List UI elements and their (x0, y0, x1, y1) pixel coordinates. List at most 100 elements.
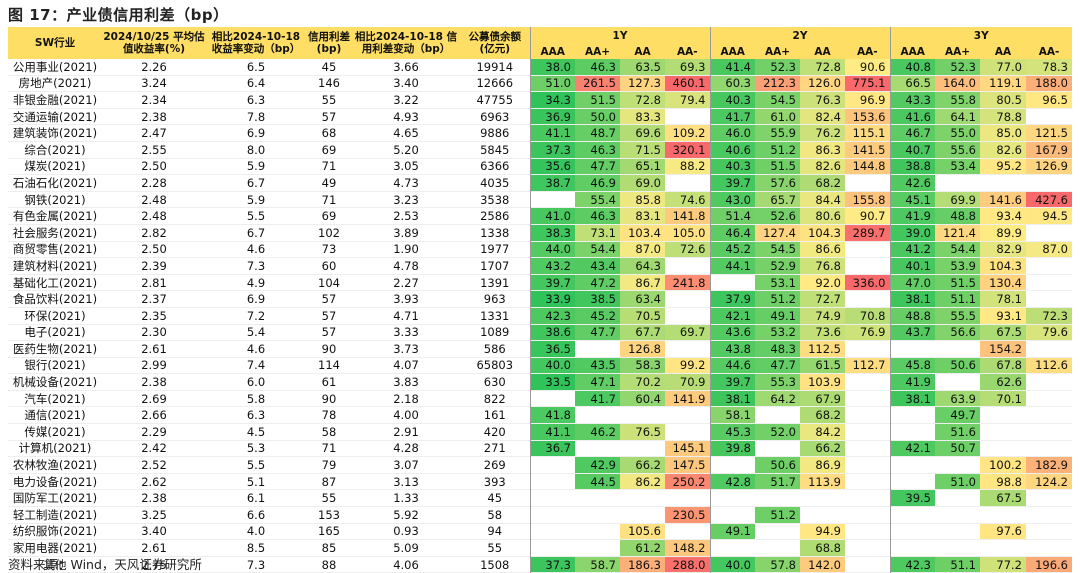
header-yield: 2024/10/25 平均估值收益率(%) (102, 27, 206, 59)
spread-y2-rating-cell (755, 489, 800, 507)
spread-y3-rating-cell: 98.8 (980, 473, 1026, 490)
table-row: 汽车(2021) 2.69 5.8 90 2.18 822 41.7 60.4 141.9 38.… (8, 390, 1072, 407)
industry-cell: 煤炭(2021) (8, 158, 102, 175)
table-body: 公用事业(2021) 2.26 6.5 45 3.66 19914 38.0 46.3 63.5… (8, 59, 1072, 573)
yield-cell: 2.62 (102, 473, 206, 490)
spread-y1-rating-cell: 55.4 (575, 191, 620, 208)
spread-y3-rating-cell (1026, 440, 1072, 457)
spread-change-cell: 4.71 (352, 307, 460, 324)
spread-y2-rating-cell: 72.8 (800, 59, 845, 76)
spread-y2-rating-cell: 40.0 (709, 556, 755, 573)
yield-cell: 2.48 (102, 207, 206, 225)
spread-y3-rating-cell: 46.7 (889, 124, 935, 142)
yield-change-cell: 6.1 (206, 489, 306, 507)
yield-cell: 3.40 (102, 523, 206, 540)
header-rating: AAA (709, 44, 755, 59)
spread-y1-rating-cell: 41.1 (529, 423, 575, 441)
yield-cell: 2.69 (102, 390, 206, 407)
spread-y3-rating-cell: 104.3 (980, 257, 1026, 275)
spread-y2-rating-cell: 40.6 (709, 141, 755, 159)
balance-cell: 271 (460, 440, 530, 457)
table-row: 社会服务(2021) 2.82 6.7 102 3.89 1338 38.3 73.1 103.… (8, 224, 1072, 242)
spread-y1-rating-cell (529, 473, 575, 490)
spread-y1-rating-cell: 67.7 (620, 324, 665, 341)
spread-y3-rating-cell: 53.9 (935, 257, 980, 275)
industry-cell: 纺织服饰(2021) (8, 523, 102, 540)
spread-change-cell: 4.00 (352, 406, 460, 424)
spread-y1-rating-cell: 47.7 (575, 158, 620, 175)
yield-change-cell: 6.6 (206, 506, 306, 524)
spread-y2-rating-cell: 74.9 (800, 307, 845, 324)
source-note: 资料来源：Wind，天风证券研究所 (8, 557, 202, 572)
spread-y3-rating-cell (1026, 174, 1072, 192)
spread-y1-rating-cell: 41.1 (529, 124, 575, 142)
spread-y3-rating-cell: 130.4 (980, 274, 1026, 291)
spread-y2-rating-cell: 50.6 (755, 456, 800, 474)
spread-y1-rating-cell: 38.6 (529, 324, 575, 341)
spread-y1-rating-cell: 70.5 (620, 307, 665, 324)
spread-cell: 61 (306, 373, 352, 391)
spread-y1-rating-cell: 250.2 (665, 473, 710, 490)
industry-cell: 综合(2021) (8, 141, 102, 159)
spread-y2-rating-cell: 60.3 (709, 75, 755, 92)
spread-y2-rating-cell: 104.3 (800, 224, 845, 242)
table-row: 银行(2021) 2.99 7.4 114 4.07 65803 40.0 43.5 58.3 9… (8, 357, 1072, 374)
spread-y3-rating-cell: 112.6 (1026, 357, 1072, 374)
spread-y2-rating-cell: 103.9 (800, 373, 845, 391)
spread-y2-rating-cell: 45.2 (709, 241, 755, 258)
yield-change-cell: 5.9 (206, 191, 306, 208)
spread-y3-rating-cell (935, 539, 980, 557)
spread-y1-rating-cell: 147.5 (665, 456, 710, 474)
spread-cell: 165 (306, 523, 352, 540)
yield-change-cell: 5.3 (206, 440, 306, 457)
spread-y2-rating-cell (845, 539, 890, 557)
yield-cell: 2.38 (102, 108, 206, 125)
spread-y1-rating-cell: 47.2 (575, 274, 620, 291)
spread-y3-rating-cell: 79.6 (1026, 324, 1072, 341)
spread-y2-rating-cell: 61.0 (755, 108, 800, 125)
spread-y3-rating-cell: 55.8 (935, 91, 980, 109)
industry-cell: 石油石化(2021) (8, 174, 102, 192)
balance-cell: 58 (460, 506, 530, 524)
industry-cell: 房地产(2021) (8, 75, 102, 92)
spread-change-cell: 1.90 (352, 241, 460, 258)
spread-y2-rating-cell: 76.9 (845, 324, 890, 341)
spread-y3-rating-cell: 50.7 (935, 440, 980, 457)
spread-y3-rating-cell: 67.5 (980, 324, 1026, 341)
spread-y3-rating-cell (1026, 506, 1072, 524)
spread-y3-rating-cell: 51.1 (935, 556, 980, 573)
spread-cell: 57 (306, 108, 352, 125)
industry-cell: 建筑装饰(2021) (8, 124, 102, 142)
spread-y3-rating-cell: 167.9 (1026, 141, 1072, 159)
balance-cell: 269 (460, 456, 530, 474)
spread-y3-rating-cell (1026, 373, 1072, 391)
spread-y3-rating-cell: 100.2 (980, 456, 1026, 474)
yield-change-cell: 4.6 (206, 241, 306, 258)
spread-y2-rating-cell: 94.9 (800, 523, 845, 540)
industry-cell: 非银金融(2021) (8, 91, 102, 109)
spread-y1-rating-cell (620, 406, 665, 424)
spread-cell: 55 (306, 489, 352, 507)
yield-change-cell: 6.3 (206, 406, 306, 424)
balance-cell: 1508 (460, 556, 530, 573)
spread-cell: 73 (306, 241, 352, 258)
spread-y3-rating-cell (1026, 108, 1072, 125)
spread-y3-rating-cell: 52.3 (935, 59, 980, 76)
spread-y1-rating-cell: 33.5 (529, 373, 575, 391)
spread-y2-rating-cell: 115.1 (845, 124, 890, 142)
spread-y2-rating-cell: 76.3 (800, 91, 845, 109)
table-row: 机械设备(2021) 2.38 6.0 61 3.83 630 33.5 47.1 70.2 70… (8, 373, 1072, 391)
spread-y3-rating-cell: 69.9 (935, 191, 980, 208)
spread-y3-rating-cell: 45.1 (889, 191, 935, 208)
spread-y2-rating-cell (845, 174, 890, 192)
spread-y2-rating-cell: 38.1 (709, 390, 755, 407)
yield-change-cell: 6.3 (206, 91, 306, 109)
spread-y3-rating-cell: 93.4 (980, 207, 1026, 225)
spread-y2-rating-cell: 212.3 (755, 75, 800, 92)
spread-y1-rating-cell: 127.3 (620, 75, 665, 92)
spread-y2-rating-cell: 43.0 (709, 191, 755, 208)
spread-y3-rating-cell: 41.2 (889, 241, 935, 258)
header-rating: AAA (889, 44, 935, 59)
spread-cell: 57 (306, 307, 352, 324)
spread-y3-rating-cell (935, 174, 980, 192)
